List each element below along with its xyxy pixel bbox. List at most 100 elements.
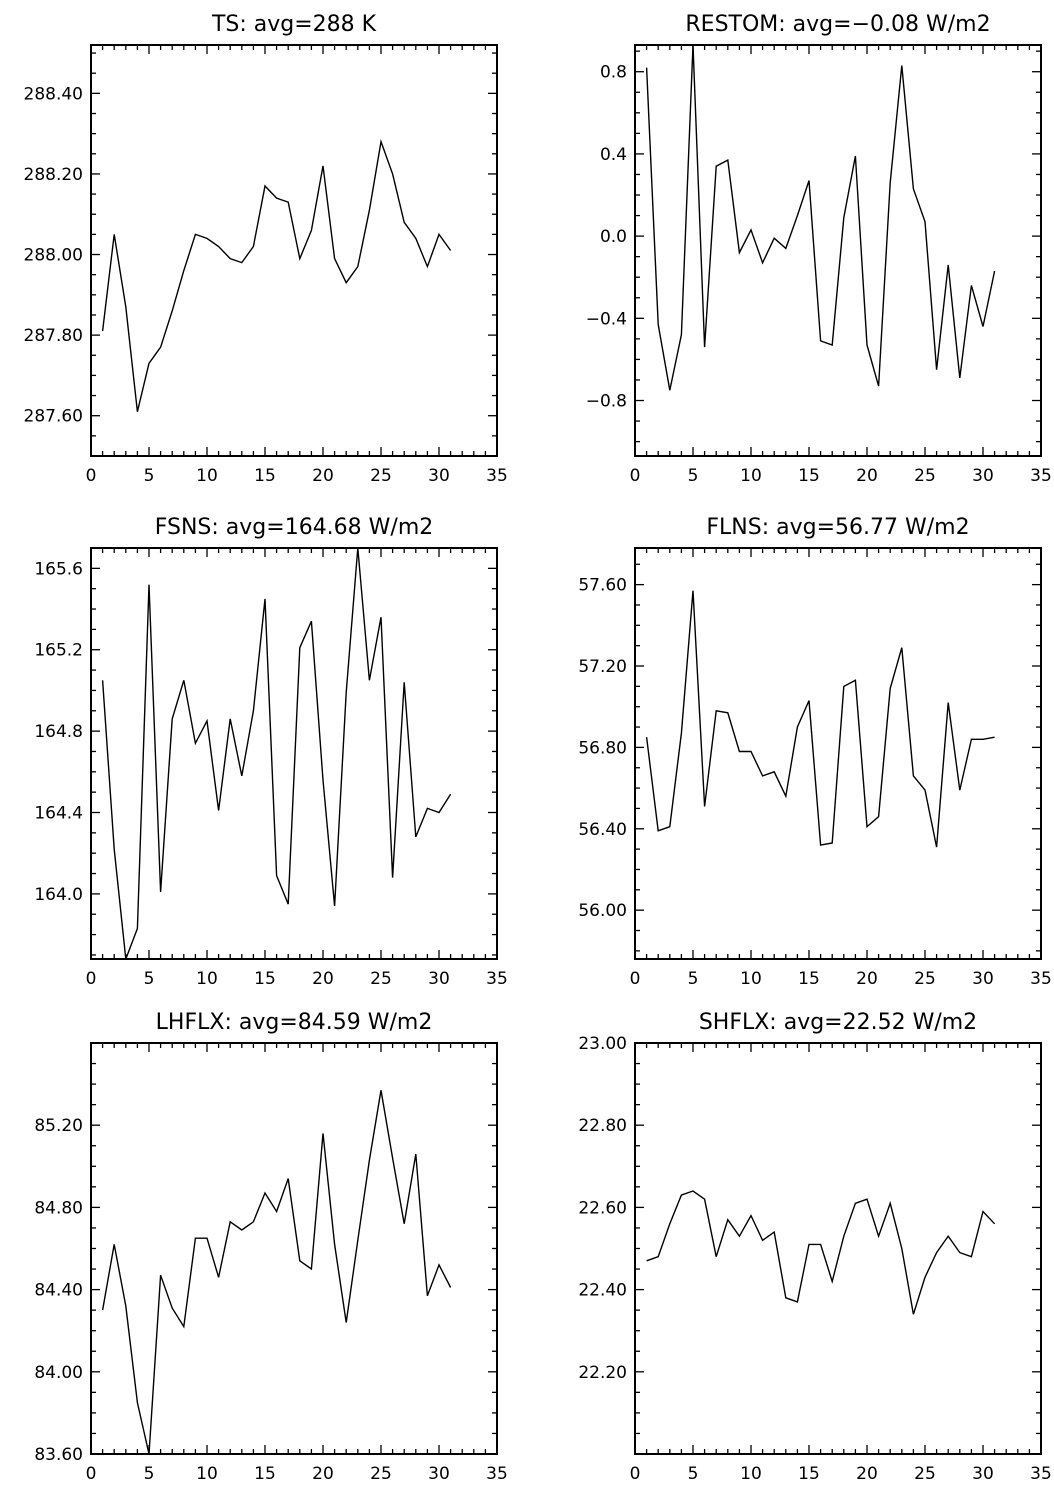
- panel-5: LHFLX: avg=84.59 W/m2 0 5 10 15 20 25 30 35 83.60…: [34, 1010, 507, 1484]
- x-tick-label: 20: [312, 466, 334, 486]
- plot-frame: [90, 44, 498, 457]
- x-tick-label: 20: [312, 969, 334, 989]
- y-tick-label: 56.40: [578, 820, 627, 840]
- y-tick-label: −0.4: [586, 309, 627, 329]
- x-tick-label: 0: [86, 1464, 97, 1484]
- y-tick-label: 288.40: [24, 84, 83, 104]
- panel-1: TS: avg=288 K 0 5 10 15 20 25 30 35 287.60 287.80 2…: [24, 12, 508, 486]
- x-tick-label: 15: [798, 466, 820, 486]
- x-tick-label: 25: [914, 1464, 936, 1484]
- series-line: [646, 1190, 996, 1315]
- x-tick-label: 25: [914, 466, 936, 486]
- x-tick-label: 0: [86, 466, 97, 486]
- x-tick-label: 30: [972, 1464, 994, 1484]
- panel-title: FLNS: avg=56.77 W/m2: [706, 515, 969, 540]
- panel-4: FLNS: avg=56.77 W/m2 0 5 10 15 20 25 30 35 56.00 5…: [578, 515, 1051, 989]
- x-tick-label: 10: [740, 466, 762, 486]
- x-tick-label: 0: [630, 1464, 641, 1484]
- x-tick-label: 25: [370, 1464, 392, 1484]
- x-tick-label: 15: [798, 1464, 820, 1484]
- y-tick-label: 85.20: [34, 1116, 83, 1136]
- y-tick-label: 0.0: [600, 227, 627, 247]
- y-tick-label: 0.4: [600, 145, 627, 165]
- series-line: [645, 45, 996, 391]
- x-tick-label: 35: [486, 1464, 508, 1484]
- x-tick-label: 5: [688, 969, 699, 989]
- x-tick-label: 25: [914, 969, 936, 989]
- x-tick-label: 35: [1030, 1464, 1052, 1484]
- x-tick-label: 30: [972, 466, 994, 486]
- y-tick-label: 164.8: [34, 722, 83, 742]
- panel-title: LHFLX: avg=84.59 W/m2: [156, 1010, 433, 1035]
- x-tick-label: 20: [312, 1464, 334, 1484]
- x-tick-label: 10: [740, 1464, 762, 1484]
- x-tick-label: 35: [486, 466, 508, 486]
- x-tick-label: 30: [972, 969, 994, 989]
- plot-frame: [634, 44, 1042, 457]
- y-tick-label: 84.80: [34, 1198, 83, 1218]
- panel-6: SHFLX: avg=22.52 W/m2 0 5 10 15 20 25 30 35 22.20…: [578, 1010, 1051, 1484]
- y-tick-label: 287.80: [24, 326, 83, 346]
- x-tick-label: 10: [740, 969, 762, 989]
- x-tick-label: 25: [370, 466, 392, 486]
- x-tick-label: 20: [856, 1464, 878, 1484]
- x-tick-label: 20: [856, 466, 878, 486]
- x-tick-label: 25: [370, 969, 392, 989]
- x-tick-label: 0: [86, 969, 97, 989]
- x-tick-label: 15: [254, 1464, 276, 1484]
- x-tick-label: 30: [428, 466, 450, 486]
- y-tick-label: 84.00: [34, 1363, 83, 1383]
- y-tick-label: −0.8: [586, 392, 627, 412]
- x-tick-label: 0: [630, 969, 641, 989]
- x-tick-label: 10: [196, 969, 218, 989]
- y-tick-label: 22.40: [578, 1281, 627, 1301]
- series-line: [645, 590, 995, 848]
- panel-2: RESTOM: avg=−0.08 W/m2 0 5 10 15 20 25 30 35 −0.8…: [586, 12, 1052, 486]
- y-tick-label: 84.40: [34, 1281, 83, 1301]
- series-line: [101, 1090, 452, 1454]
- x-tick-label: 15: [254, 466, 276, 486]
- panel-3: FSNS: avg=164.68 W/m2 0 5 10 15 20 25 30 35 164.0…: [34, 515, 507, 989]
- panel-title: TS: avg=288 K: [211, 12, 377, 37]
- x-tick-label: 0: [630, 466, 641, 486]
- y-tick-label: 288.20: [24, 165, 83, 185]
- y-tick-label: 165.2: [34, 641, 83, 661]
- y-tick-label: 56.00: [578, 901, 627, 921]
- x-tick-label: 5: [688, 466, 699, 486]
- plot-frame: [634, 547, 1042, 960]
- panel-title: RESTOM: avg=−0.08 W/m2: [685, 12, 990, 37]
- y-tick-label: 83.60: [34, 1445, 83, 1465]
- x-tick-label: 20: [856, 969, 878, 989]
- y-tick-label: 22.80: [578, 1116, 627, 1136]
- plot-frame: [634, 1042, 1042, 1455]
- x-tick-label: 5: [144, 969, 155, 989]
- x-tick-label: 15: [254, 969, 276, 989]
- x-tick-label: 5: [144, 1464, 155, 1484]
- y-tick-label: 0.8: [600, 63, 627, 83]
- y-tick-label: 23.00: [578, 1034, 627, 1054]
- y-tick-label: 22.20: [578, 1363, 627, 1383]
- x-tick-label: 5: [688, 1464, 699, 1484]
- x-tick-label: 5: [144, 466, 155, 486]
- panel-title: SHFLX: avg=22.52 W/m2: [699, 1010, 977, 1035]
- panel-title: FSNS: avg=164.68 W/m2: [155, 515, 434, 540]
- y-tick-label: 165.6: [34, 559, 83, 579]
- y-tick-label: 56.80: [578, 738, 627, 758]
- x-tick-label: 15: [798, 969, 820, 989]
- y-tick-label: 57.60: [578, 576, 627, 596]
- x-tick-label: 35: [1030, 466, 1052, 486]
- y-tick-label: 57.20: [578, 657, 627, 677]
- y-tick-label: 288.00: [24, 246, 83, 266]
- y-tick-label: 287.60: [24, 407, 83, 427]
- x-tick-label: 35: [1030, 969, 1052, 989]
- x-tick-label: 30: [428, 1464, 450, 1484]
- y-tick-label: 164.0: [34, 885, 83, 905]
- x-tick-label: 10: [196, 466, 218, 486]
- y-tick-label: 22.60: [578, 1198, 627, 1218]
- series-line: [101, 548, 452, 959]
- x-tick-label: 30: [428, 969, 450, 989]
- y-tick-label: 164.4: [34, 804, 83, 824]
- x-tick-label: 10: [196, 1464, 218, 1484]
- series-line: [101, 138, 452, 412]
